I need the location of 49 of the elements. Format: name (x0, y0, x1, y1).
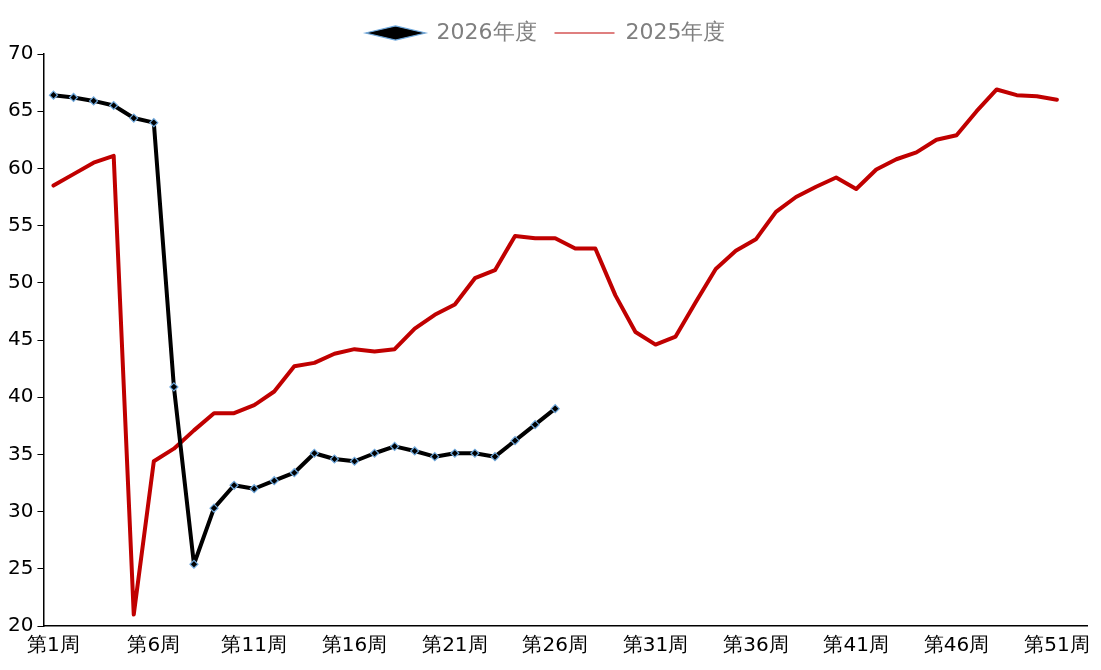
x-tick-label: 第6周 (127, 632, 181, 657)
point (289, 468, 299, 478)
y-tick-label: 35 (8, 440, 34, 465)
x-tick-label: 第16周 (321, 632, 388, 657)
x-tick-label: 第11周 (221, 632, 287, 657)
point (369, 448, 380, 458)
point (48, 90, 59, 100)
point (470, 448, 480, 458)
point (329, 454, 340, 464)
x-tick-label: 第51周 (1024, 632, 1090, 657)
point (169, 382, 179, 392)
point (450, 448, 460, 458)
point (410, 446, 420, 456)
x-tick-label: 第31周 (622, 632, 689, 657)
point (109, 100, 119, 111)
point (309, 448, 319, 458)
point (249, 484, 259, 494)
y-tick-label: 70 (8, 40, 34, 65)
x-tick-label: 第36周 (723, 632, 789, 657)
x-tick-label: 第41周 (823, 632, 889, 657)
point (129, 113, 139, 123)
x-tick-label: 第1周 (27, 632, 80, 657)
point (550, 404, 560, 414)
legend-label: 2025年度 (625, 18, 726, 44)
x-tick-label: 第26周 (522, 632, 588, 657)
point (269, 476, 279, 486)
point (89, 96, 99, 106)
x-tick-label: 第21周 (422, 632, 488, 657)
point (189, 559, 199, 569)
point (490, 452, 500, 462)
point (229, 480, 239, 490)
legend-label: 2026年度 (436, 18, 537, 44)
point (430, 452, 440, 462)
y-tick-label: 45 (8, 326, 34, 351)
y-tick-label: 50 (8, 269, 34, 293)
x-tick-label: 第46周 (923, 632, 990, 657)
point (510, 436, 520, 446)
point (390, 441, 400, 451)
y-tick-label: 55 (8, 211, 34, 236)
y-tick-label: 60 (8, 154, 34, 179)
y-tick-label: 30 (8, 497, 34, 522)
point (349, 456, 360, 466)
point (530, 420, 540, 430)
y-tick-label: 25 (8, 555, 34, 579)
point (209, 503, 219, 513)
point (68, 92, 79, 103)
point (149, 118, 159, 128)
y-tick-label: 40 (8, 383, 34, 408)
y-tick-label: 65 (8, 97, 34, 122)
